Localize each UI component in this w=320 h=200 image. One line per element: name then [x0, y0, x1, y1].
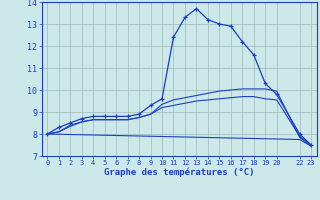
X-axis label: Graphe des températures (°C): Graphe des températures (°C): [104, 168, 254, 177]
